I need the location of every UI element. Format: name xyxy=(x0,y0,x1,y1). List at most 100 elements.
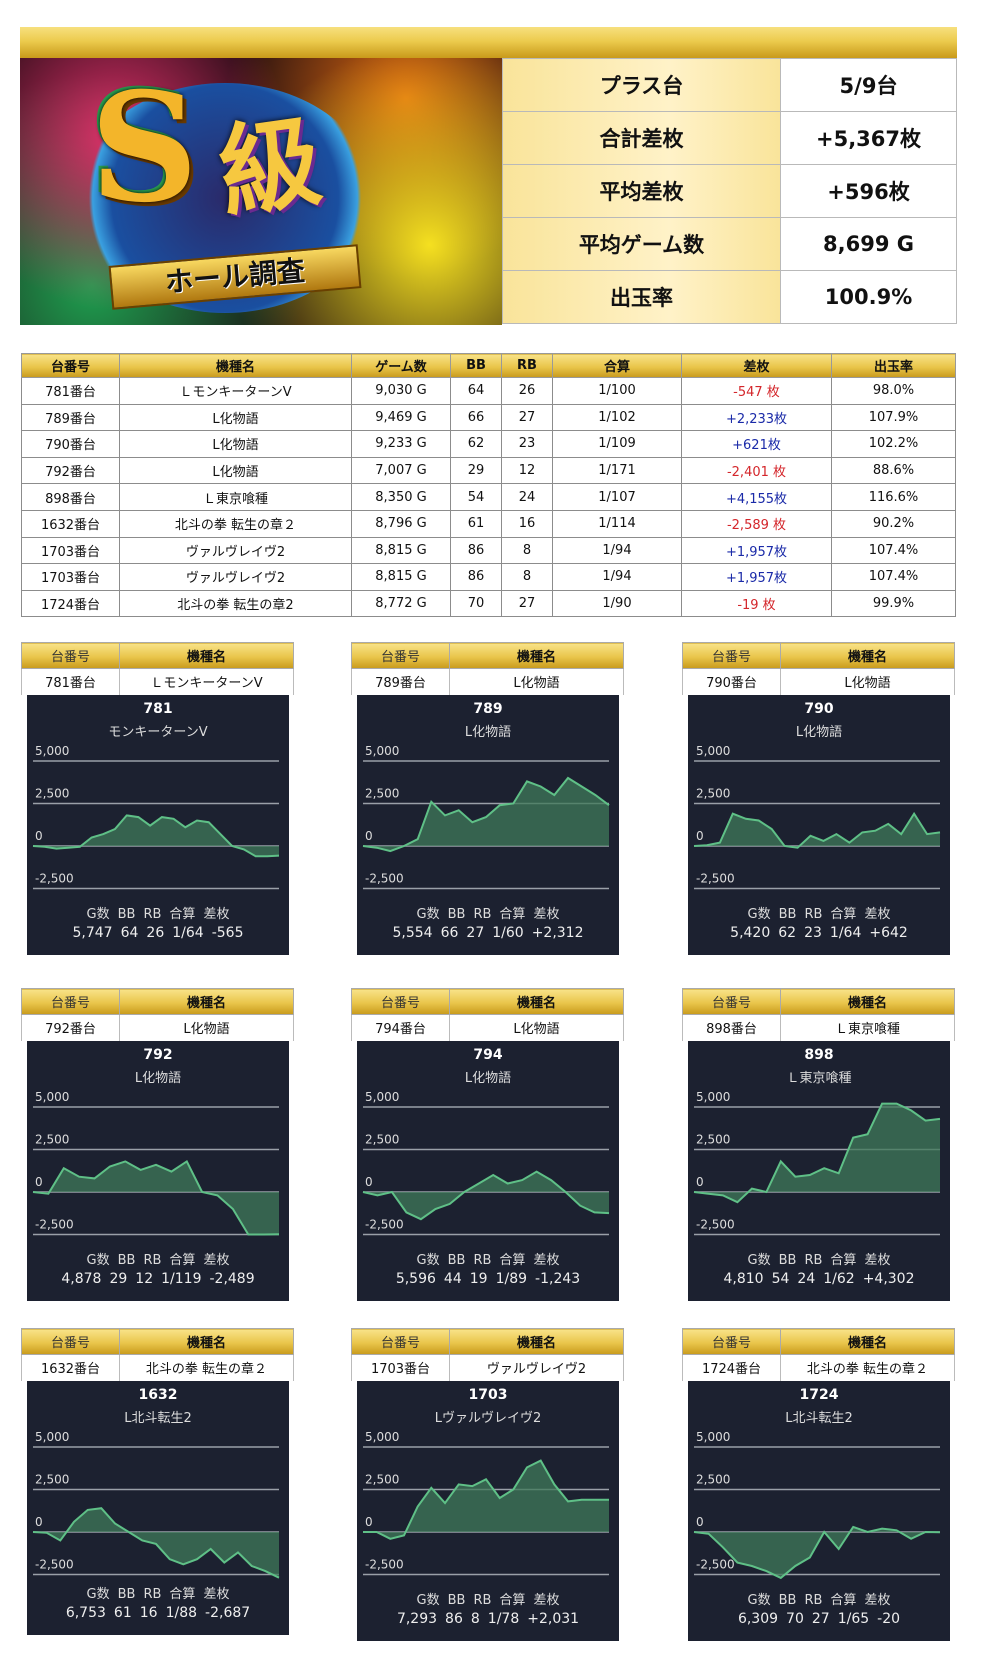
panel-info-row: 794番台 L化物語 xyxy=(351,1014,624,1041)
y-tick-label: 5,000 xyxy=(365,744,399,758)
panel-info-row: 792番台 L化物語 xyxy=(21,1014,294,1041)
panel-header-table: 台番号 機種名 1632番台 北斗の拳 転生の章２ xyxy=(21,1328,294,1381)
series-line xyxy=(362,776,610,853)
logo-s: S xyxy=(90,60,199,236)
stat-label: 合算 xyxy=(830,1253,857,1268)
stat-value: 62 xyxy=(778,925,797,941)
series-line xyxy=(363,1459,609,1540)
panel-header-name: 機種名 xyxy=(449,1328,624,1355)
summary-row: 平均差枚 +596枚 xyxy=(502,164,957,218)
stat-label: 差枚 xyxy=(864,1593,891,1608)
y-tick-label: 0 xyxy=(696,1515,704,1529)
chart-title: 789 xyxy=(473,701,503,717)
panel-machine-name: Ｌ東京喰種 xyxy=(780,1014,955,1041)
stat-label: 合算 xyxy=(830,907,857,922)
difference-chart: 5,000 2,500 0 -2,500 xyxy=(363,1430,609,1576)
table-cell: 107.4% xyxy=(831,536,956,565)
stat-value: -2,489 xyxy=(209,1271,255,1287)
table-cell: 1/100 xyxy=(552,377,682,405)
chart-subtitle: Ｌ東京喰種 xyxy=(786,1071,852,1086)
stat-label: RB xyxy=(473,1253,492,1268)
y-tick-label: 5,000 xyxy=(365,1090,399,1104)
stat-value: 6,309 xyxy=(737,1611,779,1627)
stat-labels: G数 BB RB 合算 差枚 xyxy=(688,903,950,922)
series-line xyxy=(32,814,280,858)
panel-machine-name: L化物語 xyxy=(780,668,955,695)
table-cell: +621枚 xyxy=(681,430,832,458)
table-row: 789番台 L化物語 9,469 G 66 27 1/102 +2,233枚 107.9% xyxy=(21,403,956,432)
chart-title: 794 xyxy=(473,1047,503,1063)
y-tick-label: -2,500 xyxy=(35,872,74,886)
table-cell: 24 xyxy=(501,483,553,511)
panel-header-name: 機種名 xyxy=(780,642,955,669)
stat-value: +642 xyxy=(869,925,908,941)
table-cell: 9,030 G xyxy=(351,377,451,405)
stat-label: 合算 xyxy=(499,1593,526,1608)
stat-label: RB xyxy=(804,907,823,922)
y-tick-label: 2,500 xyxy=(365,1133,399,1147)
stat-label: G数 xyxy=(747,907,771,922)
stat-value: -20 xyxy=(877,1611,901,1627)
panel-header-table: 台番号 機種名 781番台 ＬモンキーターンV xyxy=(21,642,294,695)
panel-header-row: 台番号 機種名 xyxy=(21,1328,294,1355)
stat-label: 差枚 xyxy=(864,1253,891,1268)
panel-info-row: 781番台 ＬモンキーターンV xyxy=(21,668,294,695)
stat-label: 合算 xyxy=(499,1253,526,1268)
stat-value: 64 xyxy=(120,925,139,941)
table-cell: 1/107 xyxy=(552,483,682,511)
table-cell: +1,957枚 xyxy=(681,563,832,591)
table-cell: 102.2% xyxy=(831,430,956,458)
stat-value: 19 xyxy=(469,1271,488,1287)
summary-value: 5/9台 xyxy=(780,58,957,112)
chart-subtitle: モンキーターンV xyxy=(108,725,208,740)
table-cell: 8 xyxy=(501,536,553,565)
chart-title: 781 xyxy=(143,701,173,717)
table-cell: 98.0% xyxy=(831,377,956,405)
machine-panel: 台番号 機種名 789番台 L化物語 5,000 2,500 0 -2,500 789 L化物語 G… xyxy=(351,642,624,955)
stat-values: 5,747 64 26 1/64 -565 xyxy=(27,925,289,941)
table-cell: 1/90 xyxy=(552,589,682,618)
panel-header-table: 台番号 機種名 1724番台 北斗の拳 転生の章２ xyxy=(682,1328,955,1381)
chart-subtitle: Lヴァルヴレイヴ2 xyxy=(434,1411,542,1426)
y-tick-label: -2,500 xyxy=(365,1558,404,1572)
table-cell: 70 xyxy=(450,589,502,618)
stat-label: 合算 xyxy=(499,907,526,922)
panel-info-row: 1724番台 北斗の拳 転生の章２ xyxy=(682,1354,955,1381)
table-row: 1724番台 北斗の拳 転生の章2 8,772 G 70 27 1/90 -19 枚 99.9… xyxy=(21,589,956,618)
stat-value: 1/62 xyxy=(823,1271,855,1287)
stat-value: 4,810 xyxy=(723,1271,764,1287)
summary-row: 出玉率 100.9% xyxy=(502,270,957,324)
header-gold-bar xyxy=(20,27,957,58)
stat-value: 1/60 xyxy=(492,925,524,941)
panel-header-table: 台番号 機種名 790番台 L化物語 xyxy=(682,642,955,695)
table-row: 1703番台 ヴァルヴレイヴ2 8,815 G 86 8 1/94 +1,957枚 107.4… xyxy=(21,563,956,591)
panel-header-table: 台番号 機種名 789番台 L化物語 xyxy=(351,642,624,695)
table-cell: 8 xyxy=(501,563,553,591)
stat-value: 5,747 xyxy=(72,925,113,941)
table-cell: 99.9% xyxy=(831,589,956,618)
machine-results-table: 台番号 機種名 ゲーム数 BB RB 合算 差枚 出玉率 781番台 ＬモンキーターンV 9,03… xyxy=(21,353,956,618)
stat-value: 5,596 xyxy=(395,1271,436,1287)
table-cell: 23 xyxy=(501,430,553,458)
table-cell: +4,155枚 xyxy=(681,483,832,511)
stat-label: 差枚 xyxy=(203,1253,230,1268)
stat-label: RB xyxy=(143,1253,162,1268)
y-tick-label: -2,500 xyxy=(696,1558,735,1572)
table-cell: 8,796 G xyxy=(351,509,451,538)
stat-labels: G数 BB RB 合算 差枚 xyxy=(688,1249,950,1268)
panel-machine-name: 北斗の拳 転生の章２ xyxy=(780,1354,955,1381)
column-header: RB xyxy=(501,353,553,378)
series-line xyxy=(32,1507,280,1579)
summary-row: プラス台 5/9台 xyxy=(502,58,957,112)
chart-subtitle: L化物語 xyxy=(464,1071,512,1086)
stat-value: 7,293 xyxy=(396,1611,438,1627)
series-area xyxy=(694,813,940,848)
y-tick-label: -2,500 xyxy=(696,1218,735,1232)
difference-chart: 5,000 2,500 0 -2,500 xyxy=(362,1090,610,1236)
stat-label: G数 xyxy=(747,1253,771,1268)
table-cell: 789番台 xyxy=(21,403,120,432)
panel-header-table: 台番号 機種名 792番台 L化物語 xyxy=(21,988,294,1041)
stat-values: 6,309 70 27 1/65 -20 xyxy=(688,1611,950,1627)
series-area xyxy=(694,1103,940,1203)
stat-label: G数 xyxy=(747,1593,771,1608)
